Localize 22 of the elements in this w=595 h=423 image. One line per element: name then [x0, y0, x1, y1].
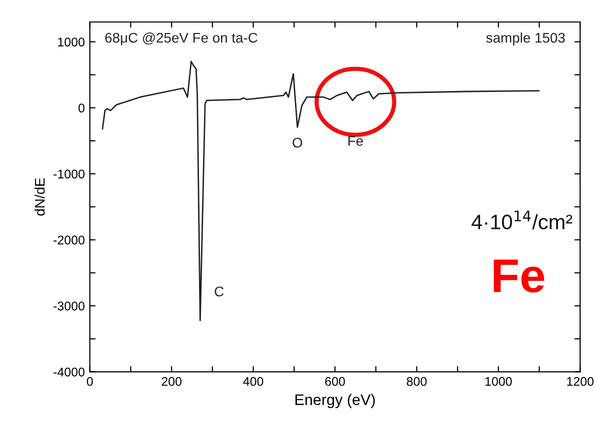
annotation: 4·10$^{14}$/cm²	[472, 210, 572, 230]
x-tick-label: 200	[162, 377, 182, 386]
y-tick-label: -2000	[54, 236, 84, 244]
y-tick-label: -3000	[54, 302, 84, 310]
x-tick-label: 0	[86, 377, 93, 386]
annotation: Fe	[348, 136, 363, 146]
x-tick-label: 400	[243, 377, 264, 386]
x-tick-label: 800	[406, 377, 427, 386]
y-tick-label: 1000	[58, 38, 84, 46]
annotation: C	[214, 286, 224, 296]
x-axis-title: Energy (eV)	[295, 394, 375, 408]
y-tick-label: -1000	[54, 170, 84, 178]
y-tick-label: -4000	[54, 368, 84, 376]
x-tick-label: 600	[325, 377, 345, 386]
y-axis-title: dN/dE	[34, 178, 45, 216]
x-tick-label: 1200	[567, 377, 594, 386]
x-tick-label: 1000	[485, 377, 512, 386]
annotation: O	[292, 138, 302, 148]
y-tick-label: 0	[78, 104, 84, 112]
annotation: Fe	[494, 260, 544, 293]
annotation: sample 1503	[486, 32, 565, 46]
annotation: 68μC @25eV Fe on ta-C	[105, 32, 258, 46]
